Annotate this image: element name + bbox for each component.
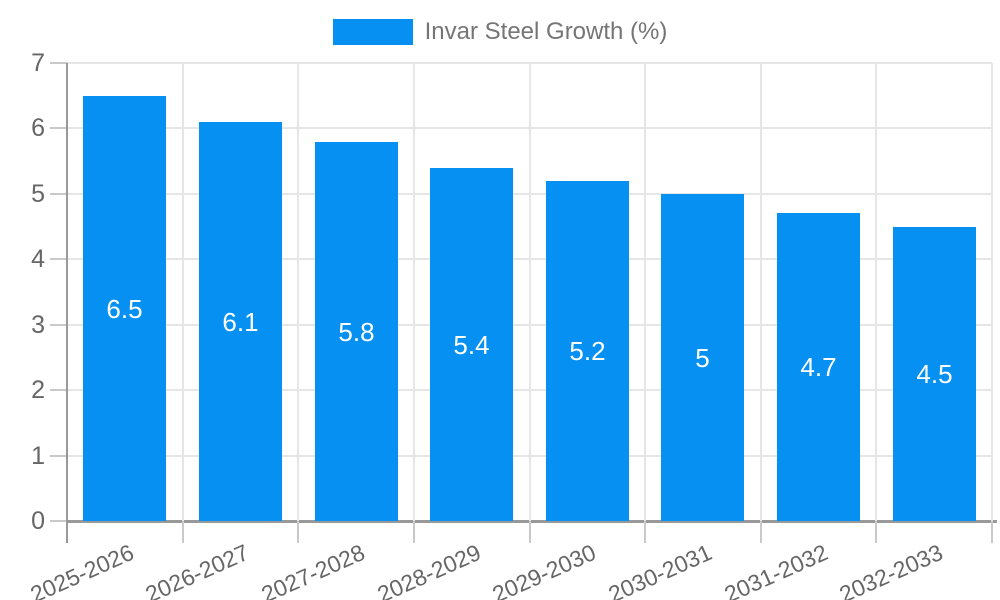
bar xyxy=(777,213,860,521)
x-category-label: 2031-2032 xyxy=(720,539,832,600)
y-tick-label: 5 xyxy=(31,180,45,208)
gridline-vertical xyxy=(413,63,415,521)
bar xyxy=(430,168,513,521)
y-tick-mark xyxy=(50,127,67,129)
x-category-label: 2027-2028 xyxy=(257,539,369,600)
gridline-vertical xyxy=(644,63,646,521)
x-tick-mark xyxy=(182,521,184,543)
y-tick-mark xyxy=(50,389,67,391)
x-category-label: 2029-2030 xyxy=(488,539,600,600)
legend-swatch xyxy=(332,19,413,45)
y-tick-label: 1 xyxy=(31,442,45,470)
bar-value-label: 5.8 xyxy=(338,317,375,347)
y-tick-label: 4 xyxy=(31,245,45,273)
bar xyxy=(199,122,282,521)
legend: Invar Steel Growth (%) xyxy=(0,18,1000,45)
y-tick-mark xyxy=(50,455,67,457)
y-tick-label: 6 xyxy=(31,114,45,142)
x-tick-mark xyxy=(760,521,762,543)
bar xyxy=(546,181,629,521)
x-tick-mark xyxy=(413,521,415,543)
x-tick-mark xyxy=(875,521,877,543)
x-tick-mark xyxy=(66,521,68,543)
y-tick-label: 0 xyxy=(31,507,45,535)
x-tick-mark xyxy=(529,521,531,543)
x-category-label: 2030-2031 xyxy=(604,539,716,600)
gridline-vertical xyxy=(760,63,762,521)
gridline-vertical xyxy=(182,63,184,521)
y-tick-mark xyxy=(50,520,67,522)
x-category-label: 2026-2027 xyxy=(141,539,253,600)
y-tick-mark xyxy=(50,193,67,195)
x-category-label: 2025-2026 xyxy=(26,539,138,600)
bar-value-label: 4.5 xyxy=(916,359,953,389)
bar xyxy=(83,96,166,521)
gridline-vertical xyxy=(297,63,299,521)
y-tick-mark xyxy=(50,258,67,260)
bar xyxy=(661,194,744,521)
x-tick-mark xyxy=(991,521,993,543)
x-tick-mark xyxy=(297,521,299,543)
gridline-vertical xyxy=(529,63,531,521)
y-tick-label: 7 xyxy=(31,49,45,77)
gridline-vertical xyxy=(875,63,877,521)
bar-value-label: 4.7 xyxy=(800,352,837,382)
bar-value-label: 6.1 xyxy=(222,307,259,337)
bar-value-label: 5.2 xyxy=(569,336,606,366)
x-axis-baseline xyxy=(67,520,997,523)
x-category-label: 2028-2029 xyxy=(373,539,485,600)
bar-value-label: 5.4 xyxy=(453,330,490,360)
bar-value-label: 5 xyxy=(695,343,710,373)
legend-label: Invar Steel Growth (%) xyxy=(424,18,668,45)
bar-value-label: 6.5 xyxy=(106,294,143,324)
y-tick-label: 2 xyxy=(31,376,45,404)
y-tick-label: 3 xyxy=(31,311,45,339)
x-tick-mark xyxy=(644,521,646,543)
y-axis-line xyxy=(66,63,68,521)
bar xyxy=(893,227,976,521)
y-tick-mark xyxy=(50,324,67,326)
x-category-label: 2032-2033 xyxy=(835,539,947,600)
gridline-vertical xyxy=(991,63,993,521)
y-tick-mark xyxy=(50,62,67,64)
bar xyxy=(315,142,398,521)
